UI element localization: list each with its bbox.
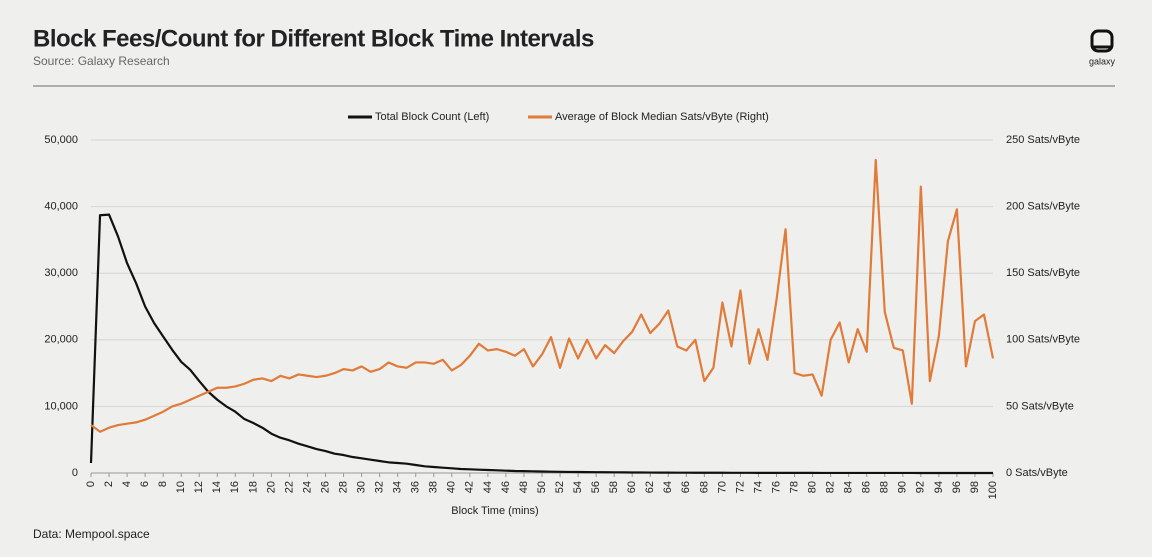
x-tick-label: 54 bbox=[572, 481, 584, 493]
y-tick-label: 40,000 bbox=[44, 201, 78, 213]
x-tick-label: 16 bbox=[229, 481, 241, 493]
x-tick-label: 32 bbox=[374, 481, 386, 493]
y2-tick-label: 100 Sats/vByte bbox=[1006, 334, 1080, 346]
x-tick-label: 76 bbox=[770, 481, 782, 493]
x-tick-label: 4 bbox=[121, 481, 133, 487]
x-tick-label: 58 bbox=[608, 481, 620, 493]
logo-icon bbox=[1090, 29, 1114, 53]
x-tick-label: 26 bbox=[319, 481, 331, 493]
x-tick-label: 60 bbox=[626, 481, 638, 493]
x-tick-label: 70 bbox=[716, 481, 728, 493]
x-tick-label: 52 bbox=[554, 481, 566, 493]
y-tick-label: 30,000 bbox=[44, 267, 78, 279]
x-tick-label: 88 bbox=[879, 481, 891, 493]
y-tick-label: 0 bbox=[72, 467, 78, 479]
x-tick-label: 90 bbox=[897, 481, 909, 493]
x-tick-label: 48 bbox=[518, 481, 530, 493]
x-tick-label: 10 bbox=[175, 481, 187, 493]
x-tick-label: 96 bbox=[951, 481, 963, 493]
x-tick-label: 24 bbox=[301, 481, 313, 493]
x-tick-label: 14 bbox=[211, 481, 223, 493]
y2-tick-label: 0 Sats/vByte bbox=[1006, 467, 1068, 479]
logo-text: galaxy bbox=[1089, 56, 1116, 66]
x-tick-label: 6 bbox=[139, 481, 151, 487]
x-axis-label: Block Time (mins) bbox=[451, 505, 538, 517]
series-line bbox=[90, 158, 995, 433]
y2-tick-label: 50 Sats/vByte bbox=[1006, 400, 1074, 412]
x-tick-label: 100 bbox=[987, 481, 999, 499]
x-tick-label: 62 bbox=[644, 481, 656, 493]
y2-tick-label: 250 Sats/vByte bbox=[1006, 134, 1080, 146]
x-tick-label: 38 bbox=[428, 481, 440, 493]
x-tick-label: 64 bbox=[662, 481, 674, 493]
x-tick-label: 40 bbox=[446, 481, 458, 493]
legend-label: Total Block Count (Left) bbox=[375, 111, 489, 123]
x-tick-label: 50 bbox=[536, 481, 548, 493]
y-tick-label: 10,000 bbox=[44, 400, 78, 412]
x-tick-label: 2 bbox=[103, 481, 115, 487]
series-line bbox=[89, 213, 993, 475]
x-tick-label: 82 bbox=[825, 481, 837, 493]
y-tick-label: 20,000 bbox=[44, 334, 78, 346]
x-tick-label: 68 bbox=[698, 481, 710, 493]
chart-title: Block Fees/Count for Different Block Tim… bbox=[33, 25, 594, 52]
x-tick-label: 30 bbox=[356, 481, 368, 493]
legend-label: Average of Block Median Sats/vByte (Righ… bbox=[555, 111, 769, 123]
y-tick-label: 50,000 bbox=[44, 134, 78, 146]
x-tick-label: 92 bbox=[915, 481, 927, 493]
x-tick-label: 46 bbox=[500, 481, 512, 493]
x-tick-label: 42 bbox=[464, 481, 476, 493]
x-tick-label: 56 bbox=[590, 481, 602, 493]
x-tick-label: 44 bbox=[482, 481, 494, 493]
x-tick-label: 22 bbox=[283, 481, 295, 493]
x-tick-label: 28 bbox=[337, 481, 349, 493]
x-tick-label: 80 bbox=[807, 481, 819, 493]
x-tick-label: 20 bbox=[265, 481, 277, 493]
x-tick-label: 0 bbox=[85, 481, 97, 487]
x-tick-label: 94 bbox=[933, 481, 945, 493]
footnote: Data: Mempool.space bbox=[33, 527, 150, 541]
y2-tick-label: 200 Sats/vByte bbox=[1006, 201, 1080, 213]
x-tick-label: 98 bbox=[969, 481, 981, 493]
x-tick-label: 66 bbox=[680, 481, 692, 493]
x-tick-label: 34 bbox=[392, 481, 404, 493]
subtitle: Source: Galaxy Research bbox=[33, 54, 170, 68]
x-tick-label: 74 bbox=[752, 481, 764, 493]
x-tick-label: 72 bbox=[734, 481, 746, 493]
x-tick-label: 78 bbox=[788, 481, 800, 493]
x-tick-label: 86 bbox=[861, 481, 873, 493]
x-tick-label: 8 bbox=[157, 481, 169, 487]
x-tick-label: 18 bbox=[247, 481, 259, 493]
y2-tick-label: 150 Sats/vByte bbox=[1006, 267, 1080, 279]
x-tick-label: 12 bbox=[193, 481, 205, 493]
x-tick-label: 84 bbox=[843, 481, 855, 493]
x-tick-label: 36 bbox=[410, 481, 422, 493]
